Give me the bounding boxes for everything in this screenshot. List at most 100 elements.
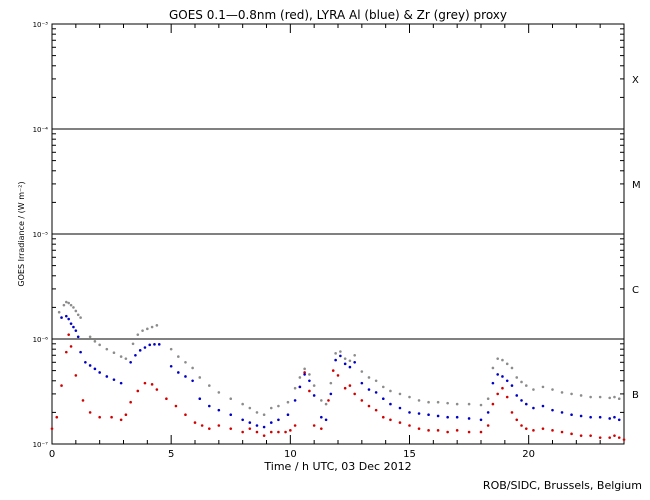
data-point [520,424,523,427]
data-point [532,429,535,432]
data-point [501,386,504,390]
data-point [398,406,402,410]
data-point [229,397,233,401]
data-point [177,355,180,358]
data-point [398,421,402,424]
data-point [551,388,554,391]
data-point [200,424,204,427]
data-point [84,360,87,364]
data-point [277,430,280,434]
data-point [208,404,211,408]
data-point [79,316,82,319]
data-point [289,429,292,432]
data-point [146,327,149,331]
data-point [389,418,392,422]
data-point [193,421,197,424]
data-point [72,306,75,309]
data-point [334,352,337,355]
flare-class-labels: B C M X [632,75,641,401]
data-point [241,402,244,406]
data-point [148,343,152,347]
data-point [324,402,328,406]
data-point [486,411,490,414]
data-point [124,357,128,360]
data-point [112,378,116,381]
data-point [353,360,356,364]
data-point [324,418,328,422]
data-point [255,424,259,427]
x-axis-label: Time / h UTC, 03 Dec 2012 [263,460,411,473]
data-point [69,345,73,348]
data-point [308,373,311,376]
data-point [124,413,128,417]
data-point [174,404,178,408]
data-point [62,303,66,307]
data-point [98,343,101,347]
data-point [93,340,97,343]
data-point [157,343,161,346]
data-point [339,354,342,358]
data-point [208,384,211,387]
data-point [65,300,68,304]
class-label: C [632,285,639,296]
data-point [436,400,440,404]
data-point [138,349,142,352]
data-point [360,381,364,385]
data-point [541,404,545,408]
data-point [129,400,132,404]
data-point [398,392,402,396]
data-point [119,418,123,422]
data-point [177,371,180,374]
series-points [57,300,621,417]
data-point [608,417,611,420]
data-point [427,400,430,404]
data-point [155,388,159,391]
data-point [467,430,471,434]
data-point [479,430,483,434]
data-point [184,413,187,417]
data-point [367,388,371,391]
data-point [427,413,430,417]
data-point [320,427,323,430]
data-point [541,427,545,430]
data-point [293,386,297,390]
data-point [217,424,221,427]
data-point [191,366,194,370]
data-point [241,418,244,422]
data-point [570,432,573,436]
data-point [343,362,347,366]
data-point [229,413,233,417]
chart-title: GOES 0.1—0.8nm (red), LYRA Al (blue) & Z… [169,8,507,22]
data-point [532,406,535,410]
data-point [353,353,356,357]
data-point [88,411,92,414]
data-point [208,427,211,430]
data-point [284,430,287,434]
data-point [69,322,73,325]
data-point [486,397,490,401]
data-point [57,310,61,314]
data-point [479,418,483,422]
data-point [374,408,378,412]
data-point [286,400,290,404]
data-point [389,389,392,393]
data-point [560,430,564,434]
data-point [277,404,280,408]
data-point [427,429,430,432]
data-point [286,413,290,417]
data-point [74,309,78,313]
data-point [501,375,504,378]
data-point [367,404,371,408]
data-point [98,415,101,419]
data-point [608,436,611,439]
data-point [353,392,356,396]
data-point [598,395,602,399]
data-point [169,364,173,368]
data-point [303,367,306,371]
data-point [381,415,385,419]
data-point [293,424,297,427]
data-point [255,430,259,434]
credit-text: ROB/SIDC, Brussels, Belgium [482,479,642,492]
data-point [67,317,70,321]
